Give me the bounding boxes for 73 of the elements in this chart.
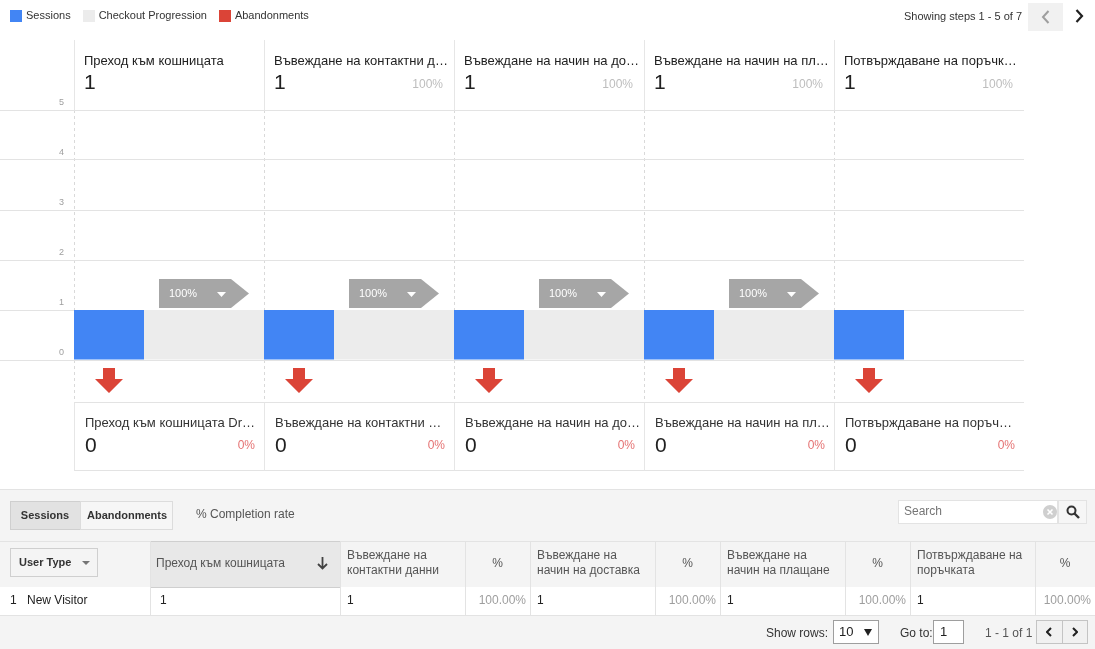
- text: Search: [904, 504, 943, 519]
- text: 100%: [982, 77, 1013, 92]
- text: Въвеждане на начин на пл…: [655, 415, 830, 431]
- text: %: [492, 556, 503, 571]
- data-label: 0: [655, 433, 667, 458]
- text: 0%: [427, 438, 445, 453]
- text: Преход към кошницата: [156, 556, 285, 571]
- text: 100.00%: [668, 593, 716, 608]
- legend-label: Checkout Progression: [98, 9, 207, 22]
- text: 1: [537, 593, 544, 608]
- text: Въвеждане на начин на до…: [465, 415, 640, 431]
- x-tick-label: Преход към кошницата: [84, 53, 224, 69]
- text: 1: [917, 593, 924, 608]
- text: Showing steps 1 - 5 of 7: [903, 10, 1022, 23]
- text: 1: [84, 70, 96, 95]
- text: Преход към кошницата Dr…: [85, 415, 256, 431]
- text: 1: [844, 70, 856, 95]
- text: 100%: [602, 77, 633, 92]
- y-tick-label: 3: [58, 197, 64, 208]
- data-label: 100%: [549, 287, 578, 300]
- text: Въвеждане на контактни данни: [347, 548, 440, 578]
- text: 1: [464, 70, 476, 95]
- y-tick-label: 4: [58, 147, 64, 158]
- y-tick-label: 5: [58, 97, 64, 108]
- text: %: [872, 556, 883, 571]
- y-tick-label: 0: [58, 347, 64, 358]
- text: 0%: [997, 438, 1015, 453]
- text: 1: [160, 593, 167, 608]
- legend-label: Abandonments: [234, 9, 309, 22]
- text: 0%: [617, 438, 635, 453]
- text: New Visitor: [27, 593, 88, 608]
- y-tick-label: 1: [58, 297, 64, 308]
- text: 1: [274, 70, 286, 95]
- text: 100.00%: [1043, 593, 1091, 608]
- text: Въвеждане на контактни …: [275, 415, 442, 431]
- data-label: 100%: [739, 287, 768, 300]
- text: Въвеждане на начин на плащане: [727, 548, 831, 578]
- text: Потвърждаване на поръч…: [845, 415, 1013, 431]
- text: 1: [10, 593, 17, 608]
- text: % Completion rate: [196, 507, 295, 522]
- text: Въвеждане на начин на доставка: [537, 548, 641, 578]
- y-tick-label: 2: [58, 247, 64, 258]
- text: %: [1059, 556, 1071, 571]
- text: 1 - 1 of 1: [985, 626, 1033, 641]
- text: Sessions: [20, 509, 70, 522]
- x-tick-label: Въвеждане на начин на пл…: [654, 53, 829, 69]
- text: 1: [347, 593, 354, 608]
- text: User Type: [19, 556, 72, 569]
- data-label: 0: [85, 433, 97, 458]
- text: 100.00%: [858, 593, 906, 608]
- x-tick-label: Потвърждаване на поръчк…: [844, 53, 1017, 69]
- text: Abandonments: [86, 509, 168, 522]
- text: 100%: [412, 77, 443, 92]
- text: 100%: [792, 77, 823, 92]
- data-label: 100%: [359, 287, 388, 300]
- data-label: 0: [275, 433, 287, 458]
- data-label: 0: [465, 433, 477, 458]
- text: 1: [940, 624, 948, 640]
- text: %: [682, 556, 693, 571]
- text: 0%: [807, 438, 825, 453]
- text: Show rows:: [765, 626, 828, 641]
- text: Потвърждаване на поръчката: [917, 548, 1024, 578]
- legend-label: Sessions: [26, 9, 71, 22]
- text: 1: [727, 593, 734, 608]
- text: 1: [654, 70, 666, 95]
- text: 100.00%: [478, 593, 526, 608]
- x-tick-label: Въвеждане на начин на до…: [464, 53, 639, 69]
- text: Go to:: [900, 626, 933, 641]
- text: 10: [839, 624, 854, 640]
- text: 0%: [237, 438, 255, 453]
- x-tick-label: Въвеждане на контактни д…: [274, 53, 448, 69]
- data-label: 100%: [169, 287, 198, 300]
- data-label: 0: [845, 433, 857, 458]
